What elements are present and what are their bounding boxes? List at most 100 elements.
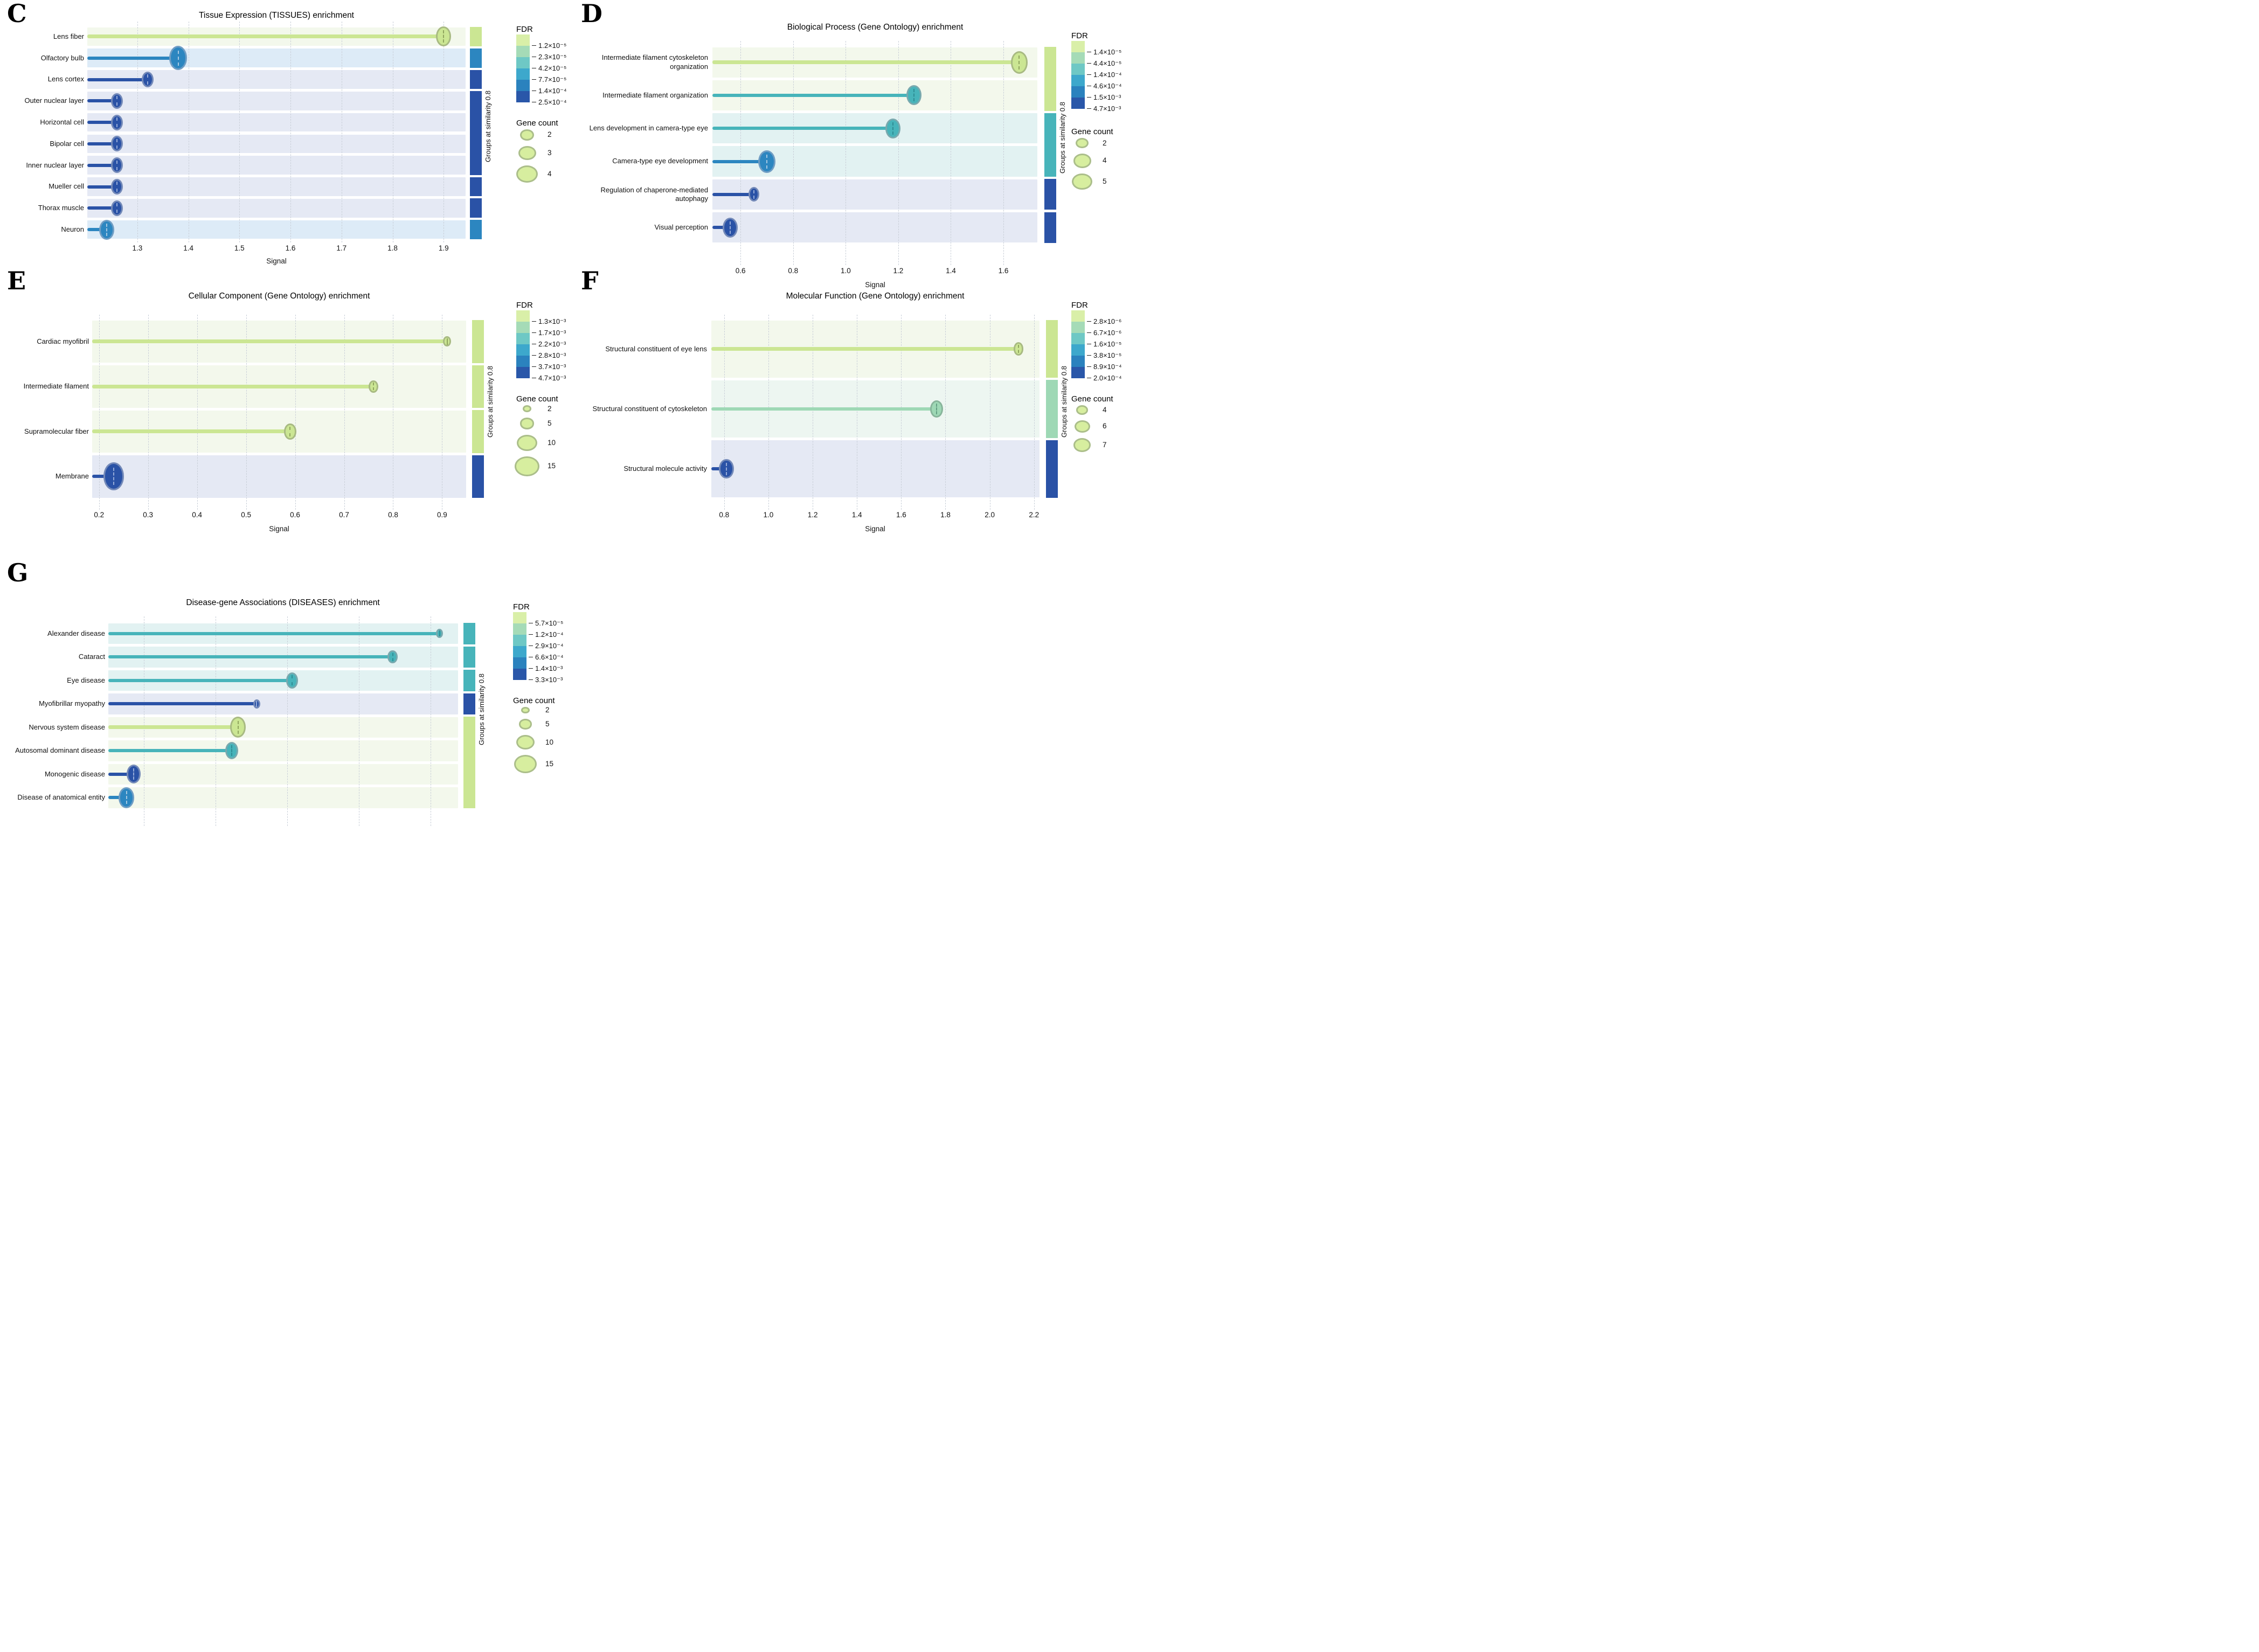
marker-median-line [725,462,727,475]
group-axis-label: Groups at similarity 0.8 [477,674,486,745]
fdr-label: 5.7×10⁻⁵ [535,619,564,627]
fdr-label: 4.7×10⁻³ [538,374,566,382]
fdr-tick [529,634,533,635]
marker-median-line [289,426,291,436]
row-band [87,113,466,132]
panel-letter: F [581,266,599,295]
gridline [290,22,292,242]
fdr-label: 3.8×10⁻⁵ [1093,351,1122,359]
marker-median-line [147,74,148,85]
x-tick-label: 0.6 [735,267,746,275]
lollipop-marker [111,93,123,109]
lollipop-stem [87,228,107,232]
row-band [711,440,1040,498]
fdr-swatch [1071,333,1085,344]
panel-title: Molecular Function (Gene Ontology) enric… [786,291,965,301]
gene-count-circle [1074,420,1090,433]
row-label: Autosomal dominant disease [15,746,105,755]
marker-median-line [126,791,127,804]
group-bar-segment [470,220,482,239]
fdr-label: 1.4×10⁻⁴ [1093,71,1122,79]
gene-count-label: 3 [548,149,552,157]
gene-count-label: 2 [548,130,552,139]
x-tick-label: 0.2 [94,511,105,519]
x-tick-label: 0.4 [192,511,203,519]
lollipop-stem [108,702,257,706]
gridline [1003,41,1004,265]
marker-median-line [392,653,393,661]
marker-median-line [116,117,117,128]
gridline [1034,315,1035,510]
lollipop-stem [712,226,730,230]
row-label: Neuron [61,225,84,233]
x-tick-label: 0.8 [388,511,398,519]
marker-median-line [116,138,117,149]
lollipop-stem [711,467,726,471]
panel-letter: G [7,558,29,587]
fdr-label: 2.3×10⁻⁵ [538,53,567,61]
fdr-tick [1087,74,1091,75]
lollipop-stem [87,121,117,124]
gridline [148,315,149,510]
lollipop-stem [87,163,117,167]
row-band [87,198,466,218]
fdr-swatch [1071,344,1085,356]
fdr-swatch [516,68,530,80]
gridline [246,315,247,510]
row-label: Supramolecular fiber [24,427,89,435]
group-bar-segment [463,623,475,644]
gridline [724,315,725,510]
fdr-swatch [516,34,530,46]
fdr-swatch [513,623,526,635]
fdr-label: 6.6×10⁻⁴ [535,653,564,661]
row-label: Structural molecule activity [623,464,707,473]
gene-count-circle [514,755,537,774]
marker-median-line [729,221,731,234]
lollipop-marker [111,178,123,195]
gene-count-circle [517,434,537,451]
fdr-swatch [516,367,530,378]
fdr-label: 3.7×10⁻³ [538,363,566,371]
gene-count-label: 10 [545,738,554,746]
marker-median-line [892,122,894,135]
group-bar-segment [1044,212,1056,243]
gene-count-circle [1076,138,1089,149]
group-bar-segment [472,320,484,363]
panel-title: Tissue Expression (TISSUES) enrichment [199,11,354,20]
gene-count-circle [516,734,535,750]
row-label: Lens fiber [53,32,84,40]
lollipop-stem [87,99,117,103]
row-label: Structural constituent of eye lens [605,344,707,353]
x-tick-label: 0.9 [437,511,447,519]
fdr-swatch [516,333,530,344]
lollipop-marker [169,46,188,71]
gene-count-label: 5 [545,720,550,728]
gene-count-label: 15 [548,462,556,470]
fdr-swatch [513,657,526,669]
gridline [740,41,742,265]
lollipop-marker [1010,51,1028,74]
fdr-tick [529,668,533,669]
row-band [712,212,1037,243]
x-tick-label: 1.8 [387,244,398,252]
fdr-tick [529,679,533,680]
lollipop-stem [92,384,374,388]
gene-count-circle [1073,154,1091,168]
lollipop-marker [387,650,398,664]
row-label: Inner nuclear layer [26,161,84,169]
lollipop-stem [711,347,1018,351]
fdr-swatch [516,322,530,333]
lollipop-stem [108,796,127,800]
gene-count-label: 10 [548,438,556,447]
fdr-swatch [516,91,530,102]
x-axis-label: Signal [865,525,885,533]
panel-disease-associations: G Disease-gene Associations (DISEASES) e… [0,0,1130,826]
gridline [137,22,138,242]
lollipop-marker [230,717,246,738]
gene-count-label: 5 [548,419,552,428]
fdr-swatch [1071,322,1085,333]
x-tick-label: 0.7 [339,511,349,519]
lollipop-marker [719,459,734,479]
gridline [295,315,296,510]
marker-median-line [177,50,179,66]
